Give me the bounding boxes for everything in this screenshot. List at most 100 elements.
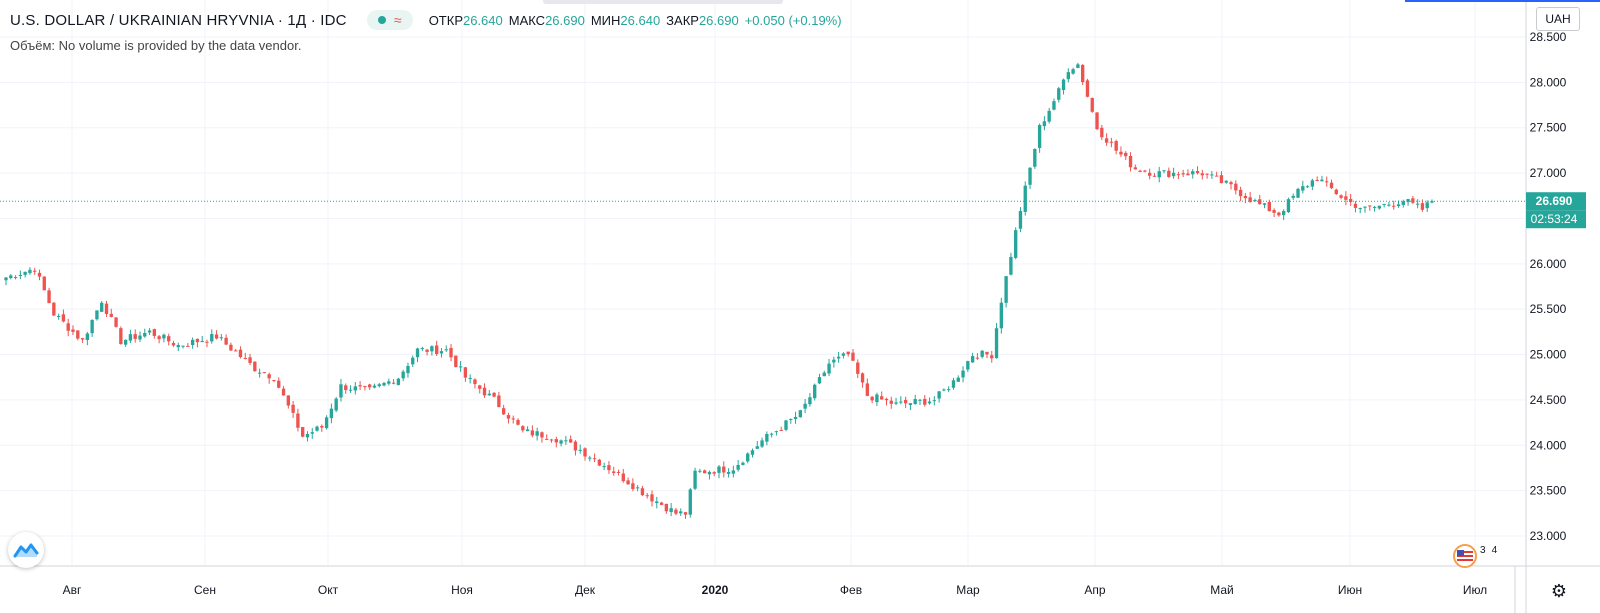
candle-body [621, 473, 625, 482]
active-pane-indicator [1405, 0, 1600, 2]
currency-unit-button[interactable]: UAH [1536, 7, 1580, 31]
candle-body [1305, 186, 1310, 188]
candle [1004, 276, 1008, 308]
candle [1425, 200, 1429, 212]
candle-body [47, 290, 51, 304]
candle-body [784, 420, 788, 430]
candle-body [923, 398, 927, 405]
candle-body [1205, 173, 1209, 175]
candle [832, 356, 836, 368]
candle [1286, 197, 1291, 213]
candle-body [1147, 172, 1152, 176]
candle-body [301, 427, 305, 437]
event-badge[interactable]: 3 4 [1452, 543, 1522, 569]
candle [210, 329, 214, 344]
candle [506, 412, 511, 424]
candle-body [1277, 212, 1281, 216]
candle-body [846, 351, 850, 355]
candle [128, 329, 133, 344]
candle [674, 507, 678, 516]
candle [334, 396, 338, 413]
candle-body [190, 339, 195, 345]
candle [253, 361, 257, 372]
status-pill[interactable]: ≈ [366, 10, 413, 30]
candle [243, 352, 247, 360]
candle [100, 300, 104, 313]
candle [836, 351, 841, 363]
candle-body [750, 450, 755, 455]
candle-body [947, 389, 951, 391]
tradingview-logo-icon[interactable] [8, 532, 44, 568]
candle-body [506, 415, 511, 419]
candle-body [415, 348, 420, 358]
open-value: 26.640 [462, 12, 503, 28]
candle [1037, 123, 1042, 153]
candle-body [1138, 170, 1142, 172]
candle [425, 348, 429, 356]
candle [1076, 62, 1080, 69]
candle [760, 437, 764, 448]
candle [224, 334, 228, 346]
candle-body [334, 398, 338, 411]
gear-icon[interactable]: ⚙ [1550, 580, 1568, 601]
candle-body [1401, 201, 1405, 205]
candle-body [741, 462, 745, 465]
candle-body [501, 408, 506, 415]
candle [1210, 171, 1214, 179]
candle-body [841, 353, 846, 356]
candle [1114, 139, 1118, 155]
toolbar-handle[interactable] [543, 0, 783, 4]
candle [951, 377, 956, 390]
candle [755, 441, 759, 449]
candle [631, 478, 635, 492]
candle [640, 485, 645, 497]
candle [104, 300, 109, 317]
candle [358, 381, 362, 391]
candle [612, 466, 616, 476]
candle [841, 352, 846, 359]
candle-body [1033, 148, 1037, 167]
candle [1143, 169, 1147, 173]
candle [195, 338, 200, 348]
y-tick-label: 25.000 [1530, 348, 1567, 362]
candle-body [817, 377, 822, 384]
candle-body [1114, 141, 1118, 151]
candle [76, 330, 80, 341]
candle [1224, 180, 1228, 184]
candle [85, 331, 90, 346]
candle-body [932, 400, 937, 402]
candle-body [530, 430, 535, 436]
candle [439, 348, 444, 358]
candle-body [1301, 186, 1305, 191]
candle-body [425, 349, 429, 352]
candle [238, 346, 243, 359]
candle [769, 432, 774, 438]
candle-body [1143, 170, 1147, 172]
candle-body [1023, 185, 1027, 212]
candle-body [1430, 201, 1434, 203]
candle [1085, 78, 1090, 98]
candle-body [1028, 167, 1032, 185]
candle-body [1372, 206, 1377, 208]
candle-body [1420, 203, 1425, 210]
candle-body [1258, 199, 1262, 205]
candle [344, 383, 348, 394]
candle-body [401, 371, 405, 379]
candle-body [152, 329, 157, 336]
candle [152, 328, 157, 339]
symbol-title[interactable]: U.S. DOLLAR / UKRAINIAN HRYVNIA · 1Д · I… [10, 11, 347, 29]
candle [511, 415, 515, 424]
candle [1214, 171, 1219, 177]
candle-body [13, 277, 18, 279]
candle [1368, 205, 1372, 211]
candle [1401, 199, 1405, 208]
candle-body [109, 313, 113, 317]
candle [1205, 173, 1209, 179]
candle-body [391, 382, 396, 384]
candle [296, 408, 300, 432]
candle [47, 287, 51, 304]
candle [1109, 137, 1114, 148]
candle [1100, 124, 1104, 141]
